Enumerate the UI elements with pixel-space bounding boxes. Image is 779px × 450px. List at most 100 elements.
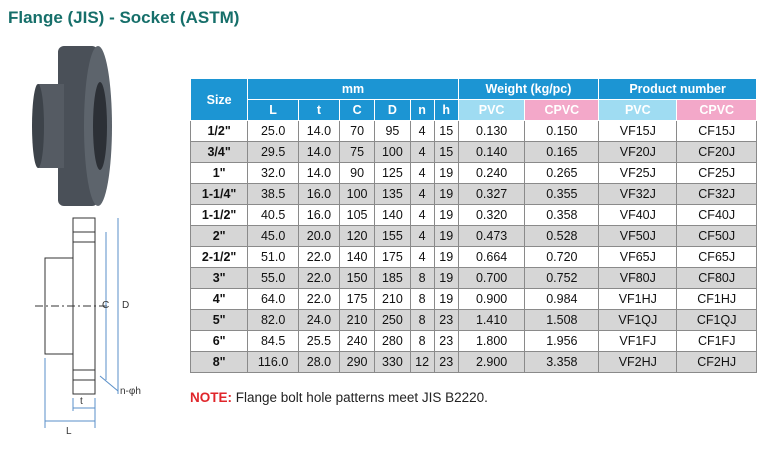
cell: 0.528 — [524, 225, 600, 247]
cell: 100 — [374, 141, 411, 163]
cell: 140 — [374, 204, 411, 226]
header-weight: Weight (kg/pc) — [457, 78, 600, 100]
cell: CF40J — [676, 204, 757, 226]
cell: 8" — [189, 351, 249, 373]
cell: VF50J — [598, 225, 678, 247]
cell: 23 — [433, 351, 459, 373]
cell: 210 — [374, 288, 411, 310]
cell: 22.0 — [297, 246, 340, 268]
dimension-label: C — [102, 300, 109, 311]
cell: 29.5 — [247, 141, 299, 163]
cell: VF2HJ — [598, 351, 678, 373]
cell: 0.700 — [457, 267, 526, 289]
subheader: C — [338, 99, 376, 121]
cell: 0.358 — [524, 204, 600, 226]
cell: 2-1/2" — [189, 246, 249, 268]
cell: 1/2" — [189, 120, 249, 142]
cell: 19 — [433, 288, 459, 310]
cell: 4 — [409, 246, 435, 268]
cell: 1-1/2" — [189, 204, 249, 226]
cell: 38.5 — [247, 183, 299, 205]
header-mm: mm — [247, 78, 459, 100]
cell: 16.0 — [297, 183, 340, 205]
subheader: PVC — [457, 99, 526, 121]
cell: VF32J — [598, 183, 678, 205]
table-row: 3" 55.0 22.0 150 185 8 19 0.700 0.752 VF80J CF80J — [189, 267, 757, 289]
dimension-label: n-φh — [120, 386, 141, 397]
cell: 0.752 — [524, 267, 600, 289]
cell: CF65J — [676, 246, 757, 268]
cell: VF65J — [598, 246, 678, 268]
cell: 8 — [409, 330, 435, 352]
header-size: Size — [189, 78, 249, 121]
cell: 19 — [433, 162, 459, 184]
cell: 240 — [338, 330, 376, 352]
cell: 19 — [433, 267, 459, 289]
cell: 0.984 — [524, 288, 600, 310]
header-product: Product number — [598, 78, 757, 100]
note-text: Flange bolt hole patterns meet JIS B2220… — [235, 390, 488, 405]
cell: 14.0 — [297, 162, 340, 184]
cell: 8 — [409, 288, 435, 310]
cell: 125 — [374, 162, 411, 184]
cell: 15 — [433, 120, 459, 142]
cell: 330 — [374, 351, 411, 373]
cell: 95 — [374, 120, 411, 142]
cell: 1.800 — [457, 330, 526, 352]
table-row: 5" 82.0 24.0 210 250 8 23 1.410 1.508 VF1QJ CF1QJ — [189, 309, 757, 331]
cell: 82.0 — [247, 309, 299, 331]
cell: 0.720 — [524, 246, 600, 268]
cell: 4 — [409, 225, 435, 247]
cell: 6" — [189, 330, 249, 352]
subheader: t — [297, 99, 340, 121]
cell: 4 — [409, 120, 435, 142]
table-row: 6" 84.5 25.5 240 280 8 23 1.800 1.956 VF1FJ CF1FJ — [189, 330, 757, 352]
dimension-label: D — [122, 300, 129, 311]
cell: VF1FJ — [598, 330, 678, 352]
cell: VF1QJ — [598, 309, 678, 331]
cell: 14.0 — [297, 120, 340, 142]
technical-drawing — [35, 217, 119, 428]
cell: 1.508 — [524, 309, 600, 331]
cell: 19 — [433, 225, 459, 247]
cell: 3" — [189, 267, 249, 289]
cell: 155 — [374, 225, 411, 247]
cell: VF80J — [598, 267, 678, 289]
dimension-label: t — [80, 396, 83, 407]
cell: VF1HJ — [598, 288, 678, 310]
table-row: 1" 32.0 14.0 90 125 4 19 0.240 0.265 VF25J CF25J — [189, 162, 757, 184]
cell: 14.0 — [297, 141, 340, 163]
cell: 24.0 — [297, 309, 340, 331]
title: Flange (JIS) - Socket (ASTM) — [8, 8, 240, 27]
cell: 4 — [409, 141, 435, 163]
cell: 90 — [338, 162, 376, 184]
cell: 3/4" — [189, 141, 249, 163]
table-row: 3/4" 29.5 14.0 75 100 4 15 0.140 0.165 VF20J CF20J — [189, 141, 757, 163]
cell: 0.265 — [524, 162, 600, 184]
table-row: 1/2" 25.0 14.0 70 95 4 15 0.130 0.150 VF15J CF15J — [189, 120, 757, 142]
table-row: 2" 45.0 20.0 120 155 4 19 0.473 0.528 VF50J CF50J — [189, 225, 757, 247]
table-row: 2-1/2" 51.0 22.0 140 175 4 19 0.664 0.720 VF65J CF… — [189, 246, 757, 268]
cell: 19 — [433, 183, 459, 205]
cell: 116.0 — [247, 351, 299, 373]
cell: 120 — [338, 225, 376, 247]
cell: 140 — [338, 246, 376, 268]
cell: 75 — [338, 141, 376, 163]
cell: 0.664 — [457, 246, 526, 268]
cell: 84.5 — [247, 330, 299, 352]
cell: CF1FJ — [676, 330, 757, 352]
cell: 0.150 — [524, 120, 600, 142]
cell: CF25J — [676, 162, 757, 184]
cell: 22.0 — [297, 288, 340, 310]
subheader: n — [409, 99, 435, 121]
cell: 8 — [409, 267, 435, 289]
cell: 175 — [374, 246, 411, 268]
cell: 23 — [433, 309, 459, 331]
subheader: PVC — [598, 99, 678, 121]
cell: 64.0 — [247, 288, 299, 310]
cell: 8 — [409, 309, 435, 331]
cell: 290 — [338, 351, 376, 373]
cell: 32.0 — [247, 162, 299, 184]
cell: 1.956 — [524, 330, 600, 352]
